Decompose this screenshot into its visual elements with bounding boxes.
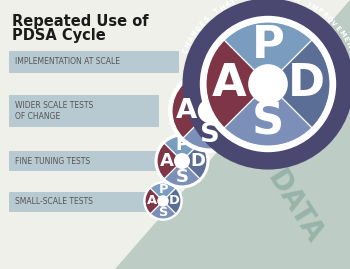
Text: N: N [293, 0, 300, 3]
Text: A: A [187, 36, 195, 43]
Text: E: E [334, 25, 341, 32]
Text: H: H [184, 41, 192, 49]
Text: D: D [222, 98, 245, 124]
Wedge shape [268, 40, 330, 128]
Text: DATA: DATA [262, 165, 328, 249]
Wedge shape [163, 188, 181, 214]
Text: P: P [200, 75, 220, 100]
Text: S: S [252, 101, 284, 144]
Text: I: I [306, 1, 310, 8]
Wedge shape [183, 111, 237, 149]
Text: WIDER SCALE TESTS
OF CHANGE: WIDER SCALE TESTS OF CHANGE [15, 101, 93, 121]
Text: T: T [230, 0, 237, 6]
Text: D: D [190, 152, 205, 170]
Text: T: T [347, 47, 350, 54]
Text: S: S [203, 15, 211, 23]
Text: R: R [243, 0, 249, 1]
FancyBboxPatch shape [9, 151, 159, 171]
Wedge shape [182, 143, 207, 179]
Circle shape [143, 181, 183, 221]
Text: S: S [175, 168, 189, 186]
Text: G: G [194, 24, 202, 33]
Text: A: A [212, 62, 247, 105]
Text: E: E [199, 20, 206, 27]
Text: P: P [315, 7, 323, 15]
Text: M: M [309, 3, 318, 12]
Text: A: A [160, 152, 174, 170]
Text: P: P [175, 136, 189, 154]
Text: S: S [158, 206, 168, 219]
FancyBboxPatch shape [9, 51, 179, 73]
Text: P: P [158, 183, 168, 196]
Text: N: N [190, 30, 198, 38]
Wedge shape [206, 40, 268, 128]
Text: E: E [341, 36, 349, 43]
Text: P: P [252, 24, 285, 67]
Text: V: V [330, 20, 337, 28]
Wedge shape [210, 84, 248, 138]
Circle shape [168, 69, 252, 153]
Text: IMPLEMENTATION AT SCALE: IMPLEMENTATION AT SCALE [15, 58, 120, 66]
Wedge shape [150, 183, 176, 201]
Polygon shape [115, 0, 350, 269]
Text: S: S [200, 122, 220, 148]
Wedge shape [183, 73, 237, 111]
Text: A: A [147, 194, 157, 207]
Wedge shape [145, 188, 163, 214]
Circle shape [198, 99, 222, 123]
Text: SMALL-SCALE TESTS: SMALL-SCALE TESTS [15, 197, 93, 207]
Text: R: R [320, 11, 328, 19]
Text: A: A [176, 98, 197, 124]
Text: D: D [288, 62, 325, 105]
Circle shape [200, 16, 336, 152]
FancyBboxPatch shape [9, 192, 159, 212]
Circle shape [174, 153, 190, 169]
Wedge shape [172, 84, 210, 138]
Circle shape [248, 64, 288, 104]
Wedge shape [157, 143, 182, 179]
Text: C: C [182, 47, 189, 54]
Text: T: T [213, 7, 220, 15]
Text: O: O [325, 15, 333, 23]
Text: H: H [218, 3, 226, 12]
Circle shape [154, 133, 210, 189]
Wedge shape [224, 22, 312, 84]
Text: Repeated Use of: Repeated Use of [12, 14, 149, 29]
Wedge shape [224, 84, 312, 146]
Text: I: I [288, 0, 292, 1]
Text: D: D [169, 194, 180, 207]
Circle shape [157, 195, 169, 207]
Text: PDSA Cycle: PDSA Cycle [12, 28, 106, 43]
FancyBboxPatch shape [9, 95, 159, 127]
Text: FINE TUNING TESTS: FINE TUNING TESTS [15, 157, 90, 165]
Wedge shape [150, 201, 176, 219]
Wedge shape [164, 161, 200, 186]
Text: A: A [224, 1, 232, 8]
Circle shape [182, 0, 350, 169]
Text: M: M [337, 29, 346, 38]
Text: N: N [344, 41, 350, 49]
Wedge shape [164, 136, 200, 161]
